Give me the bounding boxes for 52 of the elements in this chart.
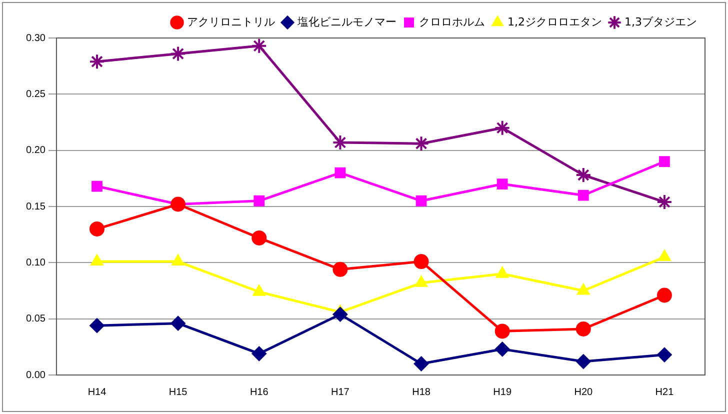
- x-tick-label: H14: [88, 386, 107, 398]
- point: [575, 167, 592, 184]
- point: [334, 167, 346, 178]
- point: [494, 324, 510, 339]
- point: [88, 54, 105, 70]
- x-tick-label: H15: [168, 386, 188, 398]
- x-tick-label: H17: [331, 386, 350, 398]
- point: [496, 178, 508, 190]
- y-tick-label: 0.25: [26, 88, 46, 100]
- point: [656, 288, 672, 303]
- point: [332, 262, 348, 277]
- point: [494, 342, 510, 357]
- y-tick-label: 0.20: [26, 145, 46, 156]
- point: [414, 254, 429, 270]
- point: [252, 230, 267, 246]
- legend-label: 1,2ジクロロエタン: [508, 15, 602, 28]
- point: [170, 316, 186, 331]
- legend-label: 塩化ビニルモノマー: [296, 15, 397, 28]
- y-tick-label: 0.00: [26, 370, 46, 381]
- x-tick-label: H20: [574, 386, 594, 398]
- point: [656, 347, 672, 362]
- x-tick-label: H16: [250, 386, 269, 398]
- point: [89, 221, 104, 236]
- point: [578, 190, 589, 201]
- x-tick-label: H18: [412, 386, 431, 398]
- point: [92, 180, 102, 192]
- point: [170, 46, 186, 62]
- y-tick-label: 0.05: [26, 314, 46, 325]
- point: [172, 254, 185, 266]
- point: [332, 306, 348, 322]
- point: [576, 354, 591, 370]
- point: [576, 321, 591, 336]
- legend-label: クロロホルム: [419, 15, 486, 28]
- y-tick-label: 0.15: [26, 201, 46, 212]
- point: [658, 250, 672, 262]
- point: [656, 194, 672, 210]
- x-tick-label: H21: [655, 386, 674, 398]
- point: [251, 38, 268, 54]
- x-tick-label: H19: [493, 386, 512, 398]
- point: [252, 346, 267, 362]
- legend-label: アクリロニトリル: [187, 15, 276, 28]
- point: [416, 195, 427, 206]
- y-tick-label: 0.30: [26, 32, 46, 44]
- point: [413, 136, 430, 152]
- legend-label: 1,3ブタジエン: [624, 15, 698, 28]
- point: [414, 356, 429, 372]
- point: [90, 254, 104, 266]
- point: [89, 318, 104, 334]
- point: [494, 120, 510, 136]
- y-tick-label: 0.10: [26, 257, 46, 268]
- point: [659, 156, 670, 168]
- point: [254, 195, 265, 206]
